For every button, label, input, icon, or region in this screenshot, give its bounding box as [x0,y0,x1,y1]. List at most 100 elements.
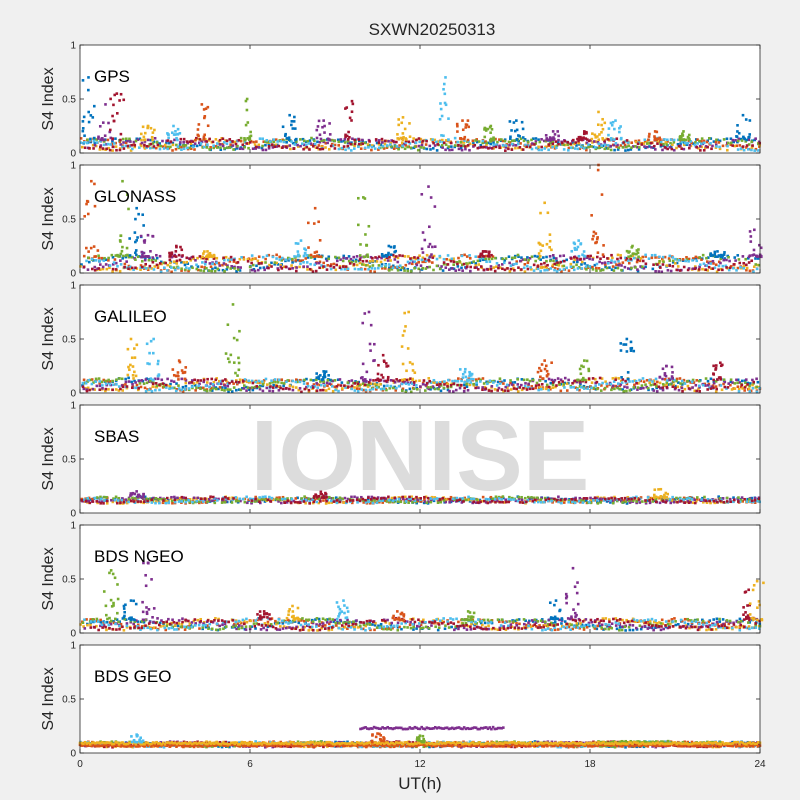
data-point [378,499,381,502]
data-point [407,498,411,502]
data-point [121,145,124,149]
data-point [594,140,598,143]
data-point [695,146,699,149]
data-point [101,384,104,387]
data-point [748,390,752,393]
data-point [560,501,563,505]
data-point [596,502,600,505]
data-point [93,268,97,272]
data-point [224,378,227,381]
data-point [403,378,407,381]
data-point [520,498,524,502]
data-point [517,497,521,501]
data-point [627,261,631,265]
data-point [163,143,167,147]
data-point [457,256,460,260]
data-point [347,255,351,258]
data-point [362,263,366,266]
data-point [536,370,540,374]
data-point [617,382,620,385]
data-point [534,259,537,263]
data-point [593,146,597,149]
data-point [754,147,758,151]
data-point [521,148,525,151]
data-point [512,387,516,390]
data-point [347,141,351,144]
data-point [522,386,525,390]
data-point [563,386,566,389]
data-point [281,387,285,391]
data-point [408,361,412,364]
data-point [152,140,156,144]
data-point [590,381,594,384]
data-point [115,378,118,381]
data-point [548,136,552,139]
data-point [272,138,275,141]
data-point [112,103,115,107]
data-point [260,262,263,265]
data-point [230,265,233,268]
data-point [362,196,365,199]
data-point [544,364,548,368]
data-point [752,265,756,269]
data-point [687,267,691,270]
data-point [541,377,544,380]
data-point [356,389,360,393]
data-point [307,246,310,249]
data-point [314,262,318,265]
data-point [297,145,300,148]
data-point [126,253,129,257]
data-point [125,385,129,388]
data-point [456,262,459,266]
data-point [421,267,425,270]
data-point [243,500,247,504]
data-point [530,385,534,388]
data-point [102,502,105,505]
data-point [214,386,218,389]
data-point [410,382,414,385]
data-point [186,141,189,145]
data-point [464,145,467,148]
data-point [746,381,750,385]
data-point [538,243,542,246]
data-point [674,384,677,388]
data-point [574,141,578,144]
data-point [481,495,485,499]
axes-background [80,45,760,153]
data-point [504,149,507,152]
data-point [693,265,697,268]
data-point [221,268,225,272]
data-point [147,258,151,262]
data-point [558,383,561,386]
data-point [750,496,753,500]
data-point [515,138,519,142]
data-point [154,146,158,150]
data-point [293,500,297,504]
data-point [133,356,137,359]
data-point [177,146,181,150]
data-point [397,123,401,127]
data-point [751,383,754,387]
data-point [288,113,291,117]
data-point [88,139,92,142]
data-point [474,255,478,258]
data-point [237,368,241,372]
data-point [334,255,337,259]
data-point [86,268,90,271]
data-point [416,148,420,152]
data-point [264,495,267,498]
data-point [133,231,137,234]
data-point [578,496,582,500]
data-point [626,386,629,389]
data-point [469,381,473,384]
data-point [92,245,96,248]
data-point [711,144,714,148]
data-point [176,138,179,142]
data-point [506,389,510,393]
data-point [636,268,639,271]
data-point [486,382,489,386]
data-point [145,255,148,258]
data-point [542,265,545,269]
data-point [539,249,543,253]
data-point [85,202,88,206]
